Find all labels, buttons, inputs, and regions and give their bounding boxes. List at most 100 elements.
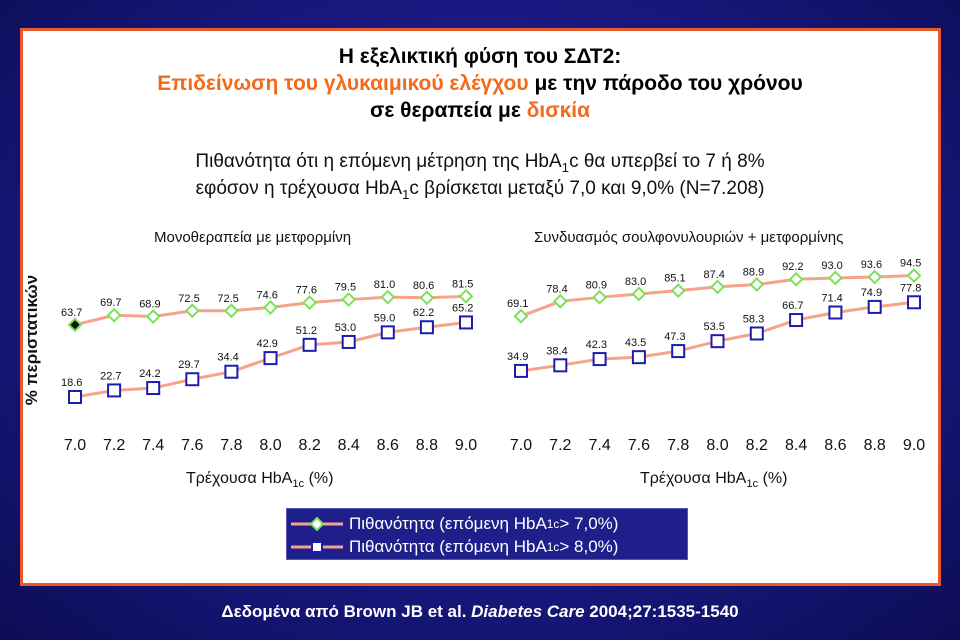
x-tick-label: 7.4 <box>588 437 610 454</box>
point-gt8 <box>671 344 686 359</box>
point-gt8 <box>380 325 395 340</box>
point-gt7 <box>341 292 357 307</box>
data-label-gt8: 51.2 <box>296 325 317 337</box>
x-tick-label: 7.0 <box>510 437 532 454</box>
content-panel <box>20 28 941 586</box>
x-tick-label: 8.0 <box>259 437 281 454</box>
data-label-gt8: 43.5 <box>625 337 646 349</box>
point-gt7 <box>223 303 239 319</box>
point-gt7 <box>552 293 568 309</box>
point-gt7 <box>788 271 804 287</box>
x-tick-label: 8.8 <box>416 437 438 454</box>
point-gt8 <box>710 334 725 349</box>
data-label-gt7: 69.1 <box>507 298 528 310</box>
point-gt8 <box>828 305 843 320</box>
point-gt7 <box>302 295 318 311</box>
point-gt7 <box>184 303 200 319</box>
point-gt7 <box>145 309 161 324</box>
point-gt8 <box>907 295 921 310</box>
data-label-gt7: 78.4 <box>546 283 567 295</box>
x-tick-label: 8.4 <box>785 437 807 454</box>
data-label-gt8: 53.5 <box>704 321 725 333</box>
data-label-gt8: 34.9 <box>507 351 528 363</box>
point-gt7 <box>906 268 922 283</box>
data-label-gt8: 71.4 <box>821 293 842 305</box>
point-gt8 <box>592 352 607 367</box>
point-gt7 <box>670 283 686 299</box>
x-tick-label: 9.0 <box>903 437 925 454</box>
point-gt8 <box>263 351 278 366</box>
point-gt8 <box>185 372 200 387</box>
data-label-gt8: 77.8 <box>900 282 921 294</box>
x-tick-label: 8.0 <box>706 437 728 454</box>
data-label-gt8: 53.0 <box>335 322 356 334</box>
x-tick-label: 8.6 <box>824 437 846 454</box>
legend-item-gt7: Πιθανότητα (επόμενη HbA 1c > 7,0%) <box>291 512 618 536</box>
left-x-axis-label: Τρέχουσα HbA1c (%) <box>186 470 334 491</box>
data-label-gt7: 83.0 <box>625 276 646 288</box>
data-label-gt8: 24.2 <box>139 368 160 380</box>
title-line-1: Η εξελικτική φύση του ΣΔΤ2: <box>338 45 622 68</box>
point-gt8 <box>514 363 528 378</box>
point-gt7 <box>263 299 278 315</box>
data-label-gt7: 74.6 <box>257 289 278 301</box>
point-gt8 <box>789 313 804 328</box>
legend: Πιθανότητα (επόμενη HbA 1c > 7,0%) Πιθανό… <box>286 508 688 560</box>
source-citation: Δεδομένα από Brown JB et al. Diabetes Ca… <box>221 602 739 621</box>
data-label-gt7: 85.1 <box>664 273 685 285</box>
legend-line-diamond-icon <box>291 517 343 531</box>
data-label-gt8: 34.4 <box>217 352 238 364</box>
x-tick-label: 8.8 <box>864 437 886 454</box>
data-label-gt8: 22.7 <box>100 370 121 382</box>
right-chart-title: Συνδυασμός σουλφονυλουριών + μετφορμίνης <box>534 229 844 246</box>
data-label-gt8: 66.7 <box>782 300 803 312</box>
data-label-gt7: 93.0 <box>821 260 842 272</box>
data-label-gt7: 69.7 <box>100 297 121 309</box>
point-gt7 <box>592 289 608 305</box>
x-tick-label: 7.8 <box>667 437 689 454</box>
point-gt7 <box>419 290 435 306</box>
title-highlight-2: δισκία <box>526 99 591 122</box>
data-label-gt8: 18.6 <box>61 377 82 389</box>
point-gt8 <box>68 390 82 404</box>
legend-line-square-icon <box>291 541 343 553</box>
x-tick-label: 7.6 <box>628 437 650 454</box>
point-gt7 <box>380 289 396 305</box>
point-gt8 <box>107 383 122 398</box>
point-gt8 <box>302 337 317 352</box>
data-label-gt7: 93.6 <box>861 259 882 271</box>
point-gt7 <box>867 269 883 285</box>
point-gt7 <box>827 270 843 286</box>
data-label-gt7: 63.7 <box>61 307 82 319</box>
x-tick-label: 8.2 <box>298 437 320 454</box>
point-gt7 <box>67 317 83 333</box>
data-label-gt8: 38.4 <box>546 345 567 357</box>
subtitle-line-1: Πιθανότητα ότι η επόμενη μέτρηση της HbA… <box>195 151 765 175</box>
x-tick-label: 7.2 <box>549 437 571 454</box>
data-label-gt7: 77.6 <box>296 285 317 297</box>
point-gt8 <box>224 364 239 379</box>
x-tick-label: 7.2 <box>103 437 125 454</box>
point-gt7 <box>513 308 529 324</box>
data-label-gt8: 29.7 <box>178 359 199 371</box>
data-label-gt7: 94.5 <box>900 258 921 270</box>
point-gt8 <box>341 334 356 349</box>
point-gt8 <box>553 358 568 373</box>
data-label-gt8: 42.3 <box>586 339 607 351</box>
data-label-gt7: 72.5 <box>217 293 238 305</box>
point-gt7 <box>631 286 647 302</box>
point-gt8 <box>459 315 473 330</box>
data-label-gt7: 81.5 <box>452 278 473 290</box>
point-gt7 <box>749 277 765 292</box>
data-label-gt7: 88.9 <box>743 267 764 279</box>
data-label-gt8: 59.0 <box>374 312 395 324</box>
data-label-gt8: 47.3 <box>664 331 685 343</box>
legend-item-gt8: Πιθανότητα (επόμενη HbA 1c > 8,0%) <box>291 535 618 559</box>
point-gt7 <box>458 288 474 304</box>
x-tick-label: 8.2 <box>746 437 768 454</box>
data-label-gt8: 42.9 <box>257 338 278 350</box>
subtitle-line-2: εφόσον η τρέχουσα HbA1c βρίσκεται μεταξύ… <box>195 178 765 202</box>
right-x-axis-label: Τρέχουσα HbA1c (%) <box>640 470 788 491</box>
data-label-gt7: 80.9 <box>586 279 607 291</box>
